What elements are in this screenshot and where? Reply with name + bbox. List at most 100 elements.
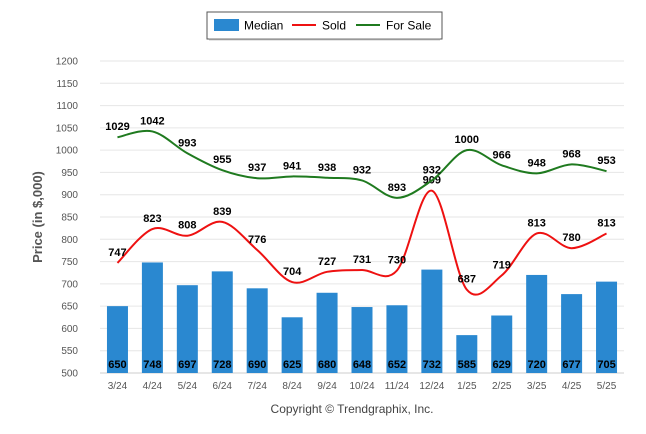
for-sale-data-label: 966 xyxy=(493,149,511,161)
y-tick-label: 750 xyxy=(61,257,78,268)
sold-data-label: 813 xyxy=(597,217,615,229)
for-sale-data-label: 941 xyxy=(283,160,301,172)
y-tick-label: 700 xyxy=(61,279,78,290)
x-tick-label: 12/24 xyxy=(419,381,444,392)
legend-label-for-sale: For Sale xyxy=(386,19,432,33)
legend-label-sold: Sold xyxy=(322,19,346,33)
sold-data-label: 808 xyxy=(178,220,196,232)
median-bar xyxy=(141,262,163,373)
for-sale-data-label: 968 xyxy=(562,148,580,160)
for-sale-data-label: 937 xyxy=(248,162,266,174)
legend-swatch-median xyxy=(214,19,239,31)
median-bar-label: 697 xyxy=(178,359,196,371)
sold-data-label: 687 xyxy=(458,274,476,286)
median-bar xyxy=(246,288,268,373)
sold-data-label: 823 xyxy=(143,213,161,225)
x-tick-label: 1/25 xyxy=(457,381,477,392)
sold-line xyxy=(116,189,607,296)
median-bar xyxy=(176,285,198,373)
y-axis-label: Price (in $,000) xyxy=(30,171,45,263)
y-tick-label: 550 xyxy=(61,346,78,357)
median-bar xyxy=(351,307,373,373)
for-sale-data-label: 993 xyxy=(178,137,196,149)
x-tick-label: 5/25 xyxy=(597,381,617,392)
median-bar xyxy=(316,292,338,373)
median-bar xyxy=(421,269,443,373)
y-tick-label: 1100 xyxy=(56,101,78,112)
median-bar xyxy=(211,271,233,373)
y-tick-label: 1000 xyxy=(56,146,79,157)
sold-data-label: 704 xyxy=(283,266,302,278)
y-tick-label: 600 xyxy=(61,324,78,335)
sold-data-label: 839 xyxy=(213,206,231,218)
x-tick-label: 4/25 xyxy=(562,381,582,392)
median-bar-label: 650 xyxy=(108,359,126,371)
median-bar-label: 720 xyxy=(527,359,545,371)
median-bar-label: 677 xyxy=(562,359,580,371)
median-bar xyxy=(491,315,513,373)
x-tick-label: 5/24 xyxy=(178,381,198,392)
sold-data-label: 719 xyxy=(493,259,511,271)
x-tick-label: 8/24 xyxy=(282,381,302,392)
x-tick-label: 7/24 xyxy=(247,381,267,392)
median-bar-label: 625 xyxy=(283,359,301,371)
median-bar xyxy=(596,281,618,373)
x-tick-label: 3/25 xyxy=(527,381,547,392)
x-tick-label: 11/24 xyxy=(385,381,410,392)
x-tick-label: 9/24 xyxy=(317,381,337,392)
x-tick-label: 4/24 xyxy=(143,381,163,392)
median-bar xyxy=(281,317,303,373)
median-bar-label: 705 xyxy=(597,359,615,371)
for-sale-data-label: 932 xyxy=(353,164,371,176)
median-bar-label: 585 xyxy=(458,359,476,371)
median-bar xyxy=(386,305,408,373)
for-sale-data-label: 932 xyxy=(423,164,441,176)
legend-label-median: Median xyxy=(244,19,283,33)
x-tick-label: 10/24 xyxy=(349,381,374,392)
legend-box xyxy=(206,11,443,40)
y-tick-label: 1150 xyxy=(56,79,78,90)
for-sale-data-label: 938 xyxy=(318,162,336,174)
median-bar xyxy=(456,335,478,373)
median-bar xyxy=(106,306,128,373)
y-tick-label: 1050 xyxy=(56,123,79,134)
sold-data-label: 776 xyxy=(248,234,266,246)
median-bar-label: 629 xyxy=(493,359,511,371)
copyright-text: Copyright © Trendgraphix, Inc. xyxy=(271,402,434,416)
y-tick-label: 650 xyxy=(61,302,78,313)
y-tick-label: 950 xyxy=(61,168,78,179)
x-tick-label: 3/24 xyxy=(108,381,128,392)
y-tick-label: 900 xyxy=(61,190,78,201)
for-sale-data-label: 948 xyxy=(527,157,545,169)
sold-data-label: 780 xyxy=(562,232,580,244)
median-bar xyxy=(526,274,548,373)
for-sale-data-label: 1000 xyxy=(455,134,479,146)
median-bar-label: 648 xyxy=(353,359,371,371)
for-sale-data-label: 955 xyxy=(213,154,231,166)
for-sale-data-label: 953 xyxy=(597,155,615,167)
sold-data-label: 747 xyxy=(108,247,126,259)
x-tick-label: 6/24 xyxy=(213,381,233,392)
x-tick-label: 2/25 xyxy=(492,381,512,392)
for-sale-data-label: 893 xyxy=(388,182,406,194)
sold-data-label: 813 xyxy=(527,217,545,229)
for-sale-data-label: 1042 xyxy=(140,115,164,127)
for-sale-line xyxy=(117,129,607,199)
median-bar-label: 748 xyxy=(143,359,161,371)
median-bar-label: 728 xyxy=(213,359,231,371)
median-bar xyxy=(561,294,583,373)
median-bar-label: 732 xyxy=(423,359,441,371)
sold-data-label: 727 xyxy=(318,256,336,268)
y-tick-label: 850 xyxy=(61,213,78,224)
y-axis-ticks: 500 550 600 650 700 750 800 850 900 950 1000 1050 11… xyxy=(56,57,79,380)
median-bars: 650 748 697 728 690 625 680 648 652 732 585 629 720 6… xyxy=(106,262,618,373)
legend: Median Sold For Sale xyxy=(206,11,443,41)
y-tick-label: 1200 xyxy=(56,57,79,68)
median-bar-label: 652 xyxy=(388,359,406,371)
for-sale-data-label: 1029 xyxy=(105,121,129,133)
y-tick-label: 800 xyxy=(61,235,78,246)
y-tick-label: 500 xyxy=(61,369,78,380)
median-bar-label: 680 xyxy=(318,359,336,371)
